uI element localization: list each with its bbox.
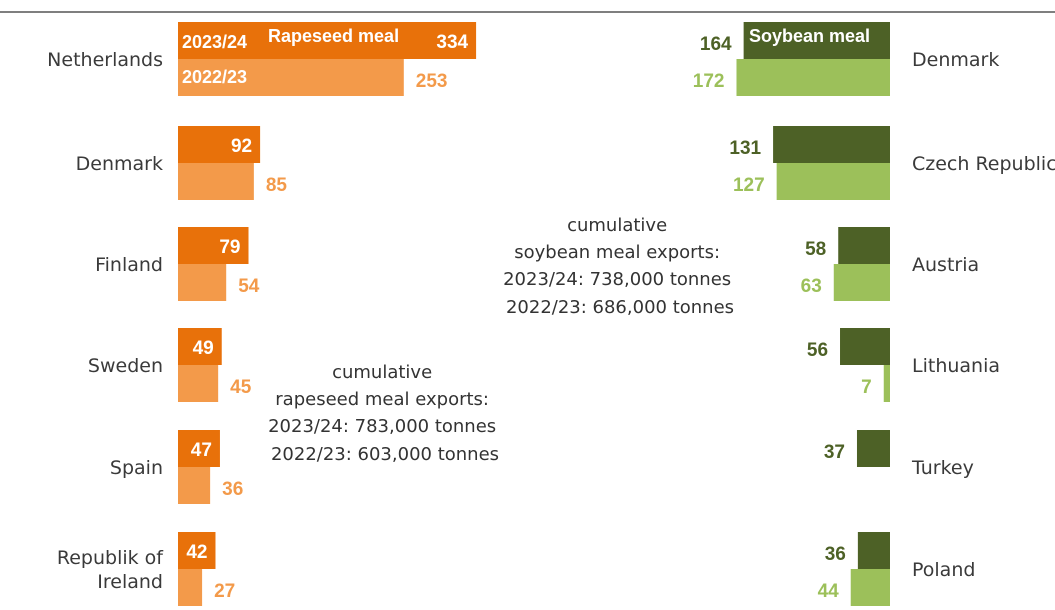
series-label-rapeseed-2022-23: 2022/23: [182, 67, 247, 87]
bar-rapeseed-2023-24: [178, 430, 220, 467]
bar-rapeseed-2023-24: [178, 22, 477, 59]
soybean-annotation-line: cumulative: [567, 215, 667, 236]
value-label-soybean-2022-23: 7: [861, 377, 872, 398]
series-label-rapeseed-2023-24: 2023/24: [182, 32, 247, 52]
category-label-rapeseed-line: Spain: [110, 457, 163, 479]
value-label-rapeseed-2023-24: 92: [231, 136, 252, 157]
category-label-soybean-line: Turkey: [911, 457, 974, 479]
bar-rapeseed-2022-23: [178, 163, 254, 200]
value-label-soybean-2023-24: 164: [700, 34, 732, 55]
category-label-soybean: Turkey: [911, 457, 974, 479]
bar-rapeseed-2023-24: [178, 227, 249, 264]
category-label-rapeseed: Republik of Ireland: [57, 547, 164, 593]
category-label-rapeseed: Spain: [110, 457, 163, 479]
rapeseed-annotation-line: rapeseed meal exports:: [275, 389, 489, 410]
category-label-rapeseed-line: Finland: [95, 254, 163, 276]
value-label-rapeseed-2023-24: 42: [186, 542, 207, 563]
value-label-rapeseed-2023-24: 47: [191, 440, 212, 461]
soybean-annotation: cumulative soybean meal exports: 2023/24…: [503, 215, 737, 318]
value-label-rapeseed-2022-23: 54: [238, 276, 260, 297]
bar-rapeseed-2022-23: [178, 59, 404, 96]
value-label-soybean-2022-23: 63: [801, 276, 822, 297]
rapeseed-annotation-line: cumulative: [332, 362, 432, 383]
category-label-rapeseed: Netherlands: [47, 49, 163, 71]
category-label-soybean: Czech Republic: [912, 153, 1055, 175]
bar-rapeseed-2022-23: [178, 569, 203, 606]
value-label-rapeseed-2022-23: 36: [222, 479, 243, 500]
rapeseed-annotation-line: 2022/23: 603,000 tonnes: [271, 444, 499, 465]
bar-soybean-2023-24: [840, 328, 890, 365]
value-label-soybean-2022-23: 44: [818, 581, 840, 602]
value-label-soybean-2023-24: 36: [825, 544, 846, 565]
category-label-rapeseed: Sweden: [88, 355, 163, 377]
soybean-annotation-line: 2022/23: 686,000 tonnes: [506, 297, 734, 318]
bar-soybean-2022-23: [833, 264, 890, 301]
bar-rapeseed-2023-24: [178, 532, 216, 569]
bar-rapeseed-2023-24: [178, 126, 261, 163]
rapeseed-annotation-line: 2023/24: 783,000 tonnes: [268, 416, 496, 437]
soybean-annotation-line: 2023/24: 738,000 tonnes: [503, 269, 731, 290]
category-label-soybean-line: Czech Republic: [912, 153, 1055, 175]
category-label-rapeseed-line: Ireland: [97, 571, 163, 593]
value-label-rapeseed-2022-23: 27: [214, 581, 235, 602]
value-label-soybean-2023-24: 131: [729, 138, 761, 159]
category-label-rapeseed-line: Denmark: [76, 153, 163, 175]
rapeseed-annotation: cumulative rapeseed meal exports: 2023/2…: [268, 362, 502, 465]
value-label-rapeseed-2022-23: 253: [416, 71, 448, 92]
bar-rapeseed-2022-23: [178, 264, 227, 301]
category-label-soybean: Denmark: [912, 49, 999, 71]
value-label-rapeseed-2023-24: 49: [193, 338, 214, 359]
bar-soybean-2023-24: [743, 22, 890, 59]
category-label-soybean-line: Austria: [912, 254, 979, 276]
soybean-annotation-line: soybean meal exports:: [514, 242, 720, 263]
value-label-soybean-2023-24: 37: [824, 442, 845, 463]
category-label-rapeseed: Finland: [95, 254, 163, 276]
category-label-rapeseed-line: Netherlands: [47, 49, 163, 71]
bar-soybean-2023-24: [857, 532, 890, 569]
bar-soybean-2022-23: [883, 365, 890, 402]
value-label-rapeseed-2023-24: 334: [436, 32, 468, 53]
category-label-soybean: Lithuania: [912, 355, 1000, 377]
value-label-rapeseed-2023-24: 79: [219, 237, 240, 258]
category-label-rapeseed-line: Republik of: [57, 547, 164, 569]
bar-rapeseed-2022-23: [178, 467, 211, 504]
value-label-soybean-2023-24: 56: [807, 340, 828, 361]
bar-soybean-2023-24: [773, 126, 890, 163]
bar-soybean-2023-24: [856, 430, 890, 467]
value-label-soybean-2022-23: 172: [693, 71, 725, 92]
value-label-soybean-2023-24: 58: [805, 239, 826, 260]
bar-soybean-2022-23: [736, 59, 890, 96]
bar-rapeseed-2023-24: [178, 328, 222, 365]
value-label-rapeseed-2022-23: 85: [266, 175, 288, 196]
category-label-soybean-line: Poland: [912, 559, 975, 581]
category-label-soybean-line: Lithuania: [912, 355, 1000, 377]
bar-soybean-2022-23: [776, 163, 890, 200]
category-label-soybean: Austria: [912, 254, 979, 276]
chart-title-soybean: Soybean meal: [749, 26, 870, 46]
value-label-rapeseed-2022-23: 45: [230, 377, 252, 398]
bar-rapeseed-2022-23: [178, 365, 219, 402]
bar-soybean-2022-23: [850, 569, 890, 606]
category-label-soybean-line: Denmark: [912, 49, 999, 71]
soybean-chart: 172 164 Denmark 127 131 Czech Republic 63 58 Aus…: [693, 22, 1055, 606]
category-label-rapeseed: Denmark: [76, 153, 163, 175]
value-label-soybean-2022-23: 127: [733, 175, 765, 196]
category-label-soybean: Poland: [912, 559, 975, 581]
chart-title-rapeseed: Rapeseed meal: [268, 26, 399, 46]
bar-soybean-2023-24: [838, 227, 890, 264]
category-label-rapeseed-line: Sweden: [88, 355, 163, 377]
rapeseed-chart: 334 253 Netherlands 92 85 Denmark 79 54 Finland 4…: [47, 22, 477, 606]
